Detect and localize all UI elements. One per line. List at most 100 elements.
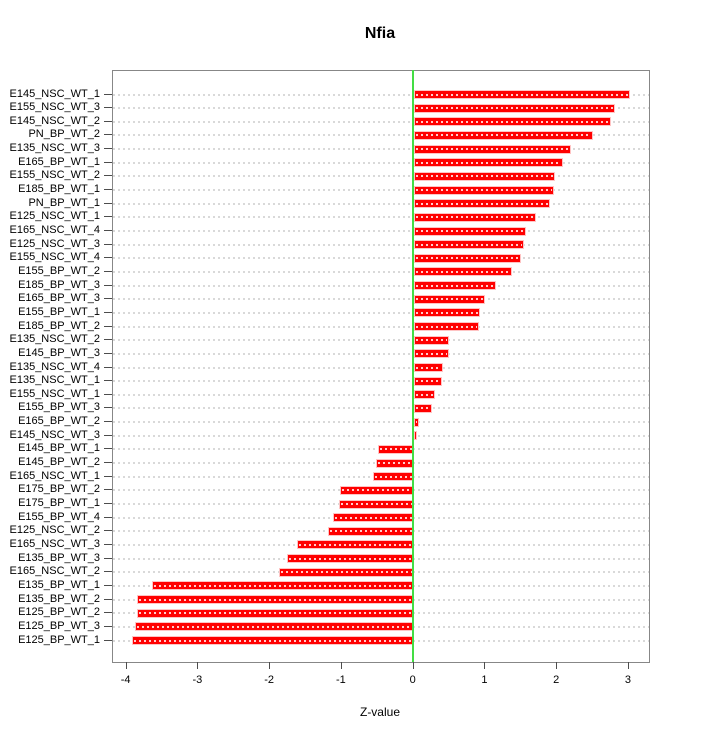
y-tick xyxy=(104,161,112,163)
bar xyxy=(375,458,414,468)
y-tick xyxy=(104,298,112,300)
y-tick xyxy=(104,393,112,395)
y-tick-label: E145_BP_WT_3 xyxy=(18,346,100,359)
bar xyxy=(134,622,414,632)
y-tick-label: E165_BP_WT_3 xyxy=(18,292,100,305)
y-tick xyxy=(104,311,112,313)
y-tick-label: E175_BP_WT_2 xyxy=(18,483,100,496)
y-tick xyxy=(104,339,112,341)
x-tick xyxy=(197,662,199,669)
bar xyxy=(413,376,443,386)
bar-hatch xyxy=(289,557,412,560)
x-tick-label: -4 xyxy=(120,674,131,686)
y-tick-label: E125_NSC_WT_3 xyxy=(9,237,101,250)
y-tick-label: E185_BP_WT_3 xyxy=(18,278,100,291)
bar-hatch xyxy=(330,530,412,533)
bar xyxy=(378,444,414,454)
bar xyxy=(136,608,414,618)
grid-line xyxy=(113,380,649,383)
y-tick-label: E125_BP_WT_1 xyxy=(18,633,100,646)
y-tick xyxy=(104,352,112,354)
bar-hatch xyxy=(415,298,484,301)
bar-hatch xyxy=(415,257,519,260)
y-tick-label: E145_NSC_WT_2 xyxy=(9,114,101,127)
y-tick xyxy=(104,380,112,382)
bar-hatch xyxy=(415,393,434,396)
y-tick xyxy=(104,202,112,204)
y-tick-label: E125_BP_WT_2 xyxy=(18,606,100,619)
bar-hatch xyxy=(415,216,534,219)
bar-hatch xyxy=(415,243,523,246)
bar-hatch xyxy=(415,175,553,178)
bar-hatch xyxy=(138,612,412,615)
y-tick xyxy=(104,543,112,545)
grid-line xyxy=(113,393,649,396)
y-tick xyxy=(104,475,112,477)
y-tick xyxy=(104,148,112,150)
y-tick-label: E135_NSC_WT_4 xyxy=(9,360,101,373)
y-tick-label: E125_BP_WT_3 xyxy=(18,619,100,632)
y-tick xyxy=(104,134,112,136)
grid-line xyxy=(113,243,649,246)
bar xyxy=(413,294,486,304)
y-tick-label: E135_BP_WT_2 xyxy=(18,592,100,605)
y-tick-label: E165_BP_WT_2 xyxy=(18,415,100,428)
y-tick xyxy=(104,503,112,504)
x-tick-label: 0 xyxy=(409,674,416,686)
bar xyxy=(413,390,436,400)
y-tick-label: E135_NSC_WT_1 xyxy=(9,374,101,387)
x-tick xyxy=(269,662,271,669)
bar-hatch xyxy=(415,325,477,328)
grid-line xyxy=(113,202,649,205)
y-tick-label: E135_BP_WT_3 xyxy=(18,551,100,564)
y-tick xyxy=(104,584,112,586)
y-tick-label: E155_BP_WT_3 xyxy=(18,401,100,414)
y-tick xyxy=(104,257,112,259)
zero-line xyxy=(411,70,414,662)
y-tick xyxy=(104,612,112,614)
y-tick-label: E185_BP_WT_1 xyxy=(18,183,100,196)
y-tick xyxy=(104,530,112,532)
bar xyxy=(413,212,536,222)
y-tick-label: E155_BP_WT_4 xyxy=(18,510,100,523)
grid-line xyxy=(113,434,649,437)
bar-hatch xyxy=(415,380,441,383)
y-tick-label: E135_NSC_WT_2 xyxy=(9,333,101,346)
bar-hatch xyxy=(415,311,479,314)
bar xyxy=(413,103,616,113)
bar-hatch xyxy=(415,407,431,410)
y-tick xyxy=(104,270,112,272)
bar xyxy=(151,581,414,591)
bar-hatch xyxy=(133,639,412,642)
y-tick-label: E145_BP_WT_2 xyxy=(18,456,100,469)
bar-hatch xyxy=(415,107,614,110)
bar xyxy=(328,526,414,536)
grid-line xyxy=(113,148,649,151)
y-tick xyxy=(104,421,112,423)
grid-line xyxy=(113,107,649,110)
grid-line xyxy=(113,120,649,123)
bar-hatch xyxy=(415,339,447,342)
bar-hatch xyxy=(415,134,592,137)
bar xyxy=(373,472,414,482)
y-tick xyxy=(104,489,112,491)
bar xyxy=(413,144,571,154)
y-tick-label: E155_BP_WT_1 xyxy=(18,305,100,318)
bar xyxy=(339,499,414,509)
grid-line xyxy=(113,311,649,314)
x-tick xyxy=(556,662,558,669)
bar xyxy=(413,130,594,140)
y-tick-label: E145_NSC_WT_1 xyxy=(9,87,101,100)
grid-line xyxy=(113,134,649,137)
bar xyxy=(413,253,521,263)
bar-hatch xyxy=(281,571,412,574)
bar-hatch xyxy=(342,489,412,492)
bar xyxy=(413,363,444,372)
bar xyxy=(340,485,414,495)
bar xyxy=(413,171,555,181)
y-tick xyxy=(104,625,112,627)
bar-hatch xyxy=(380,448,412,451)
bar xyxy=(413,226,526,236)
plot-area xyxy=(112,70,650,663)
y-tick xyxy=(104,216,112,218)
